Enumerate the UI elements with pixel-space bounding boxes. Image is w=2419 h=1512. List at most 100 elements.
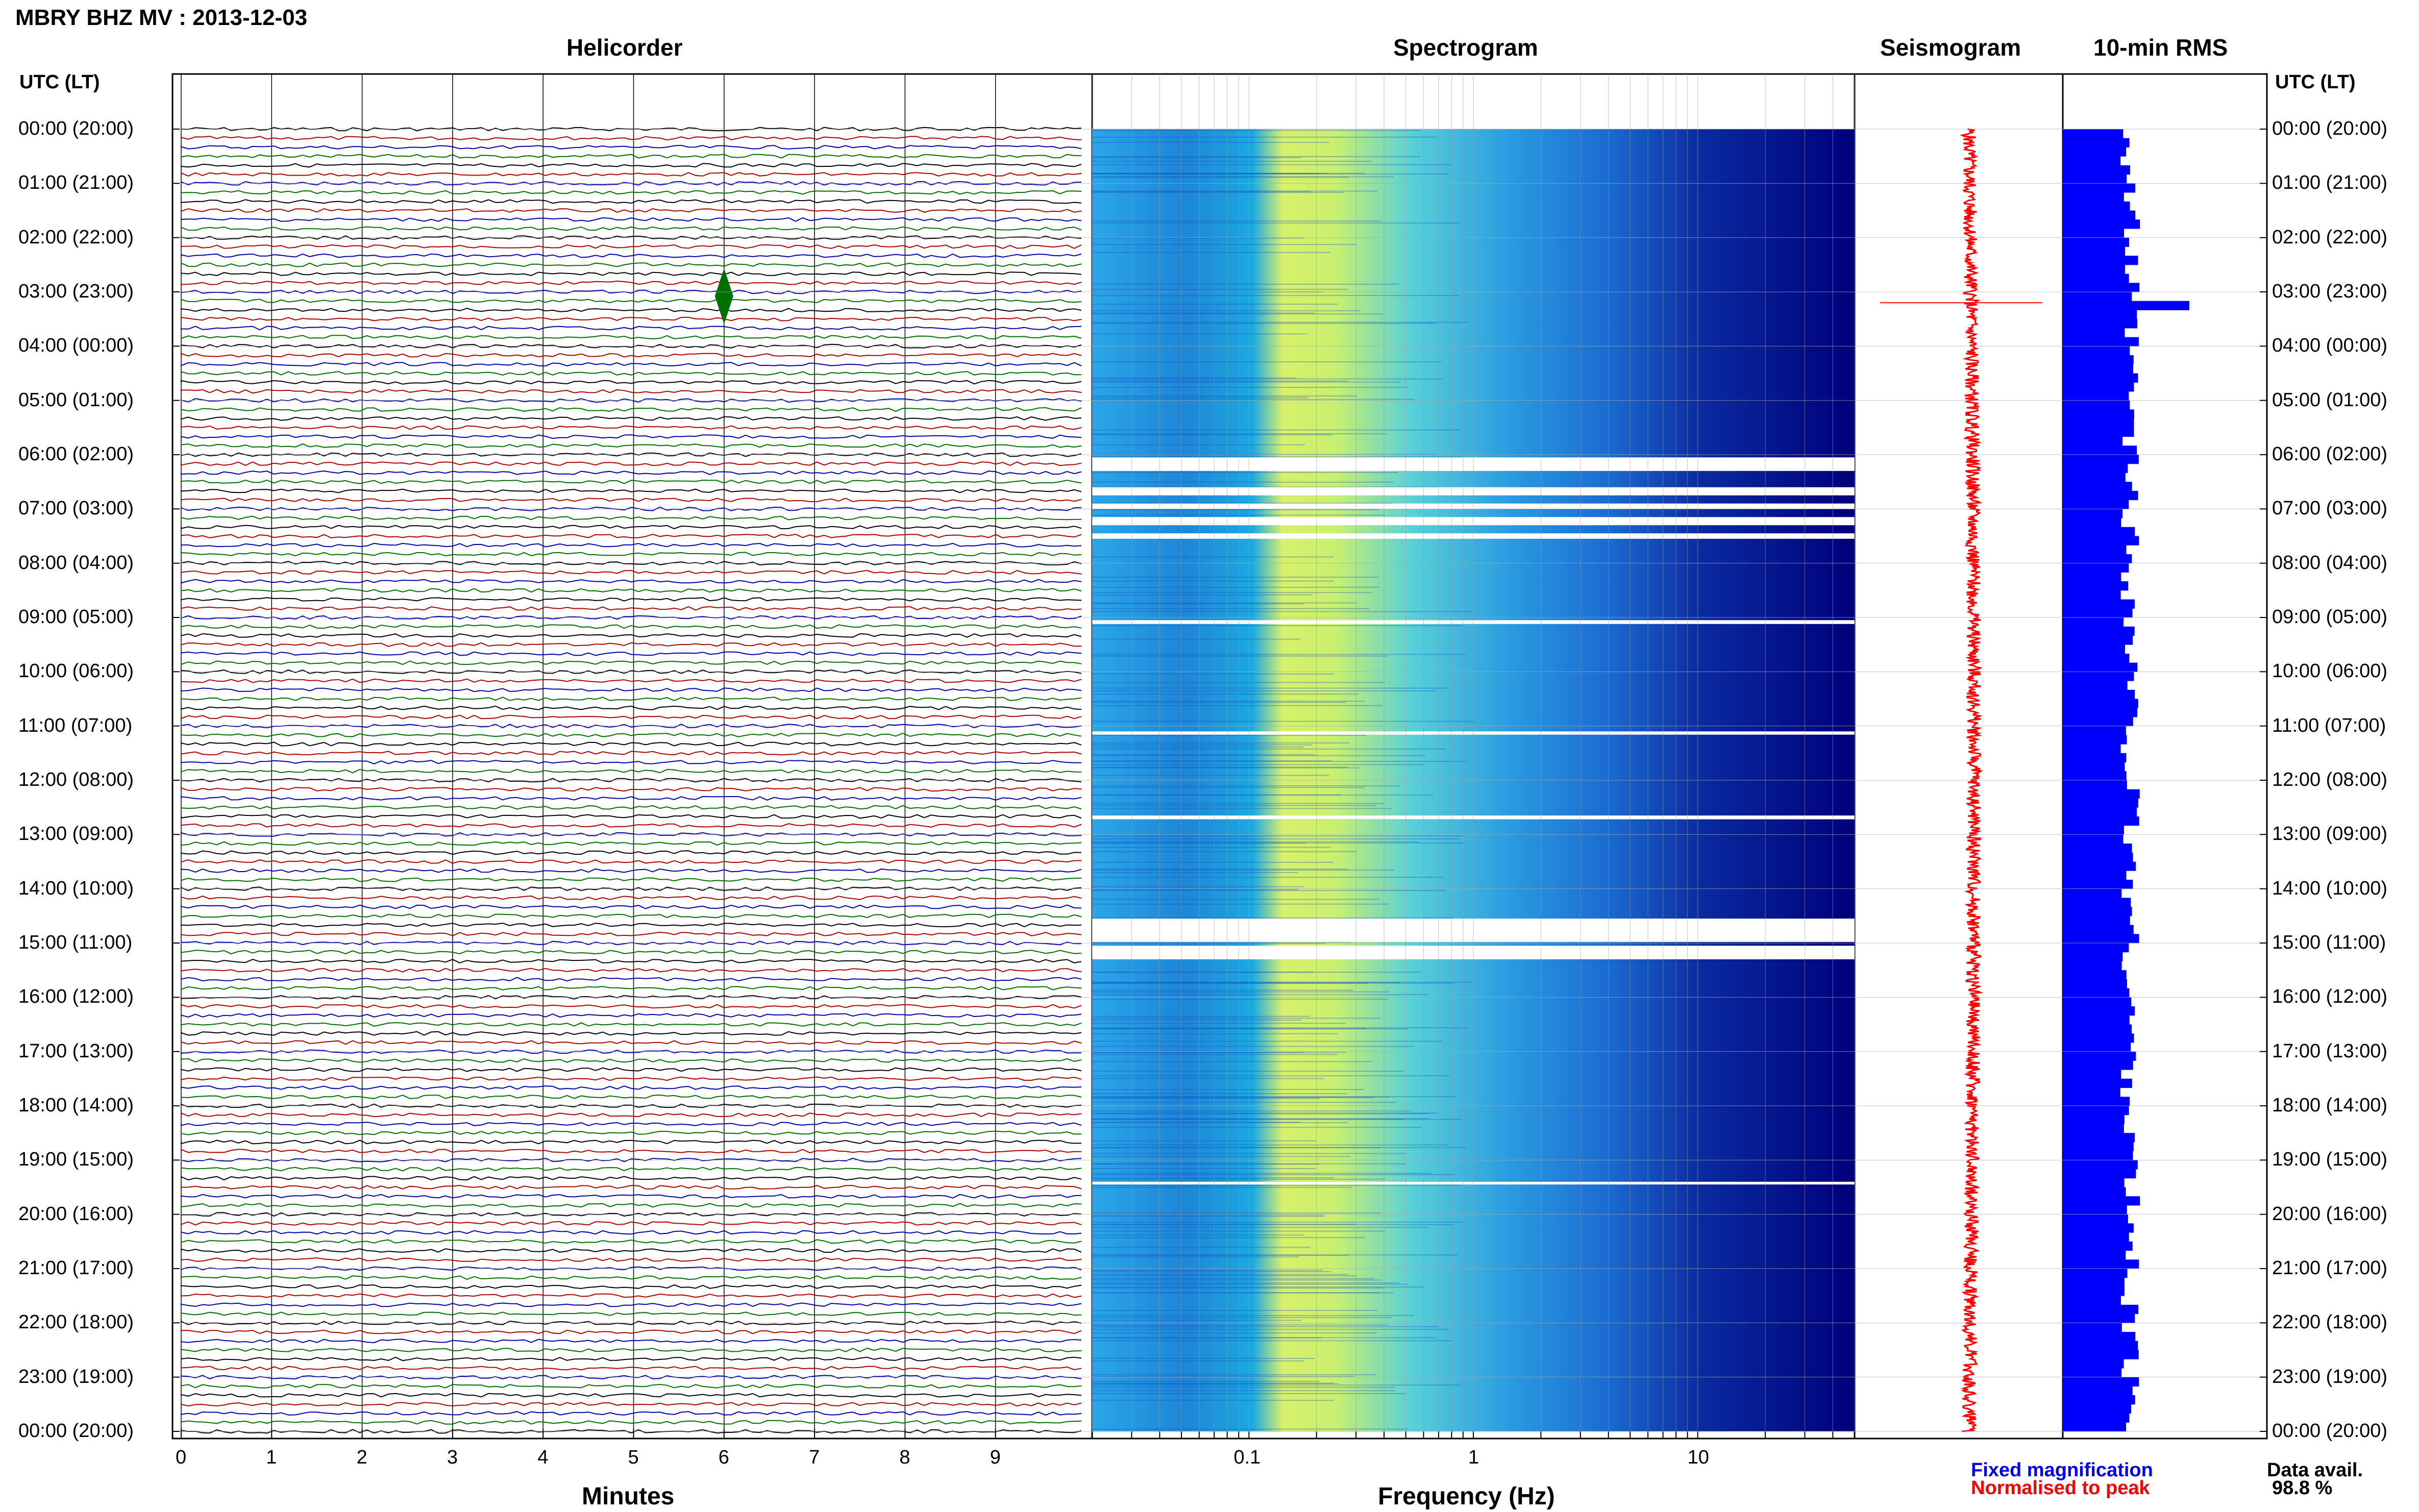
rms-bar [2063, 1304, 2139, 1315]
helicorder-trace [181, 1112, 1082, 1118]
helicorder-trace [181, 1339, 1082, 1344]
helicorder-traces [181, 127, 1082, 1434]
helicorder-trace [181, 299, 1082, 304]
rms-bar [2063, 970, 2127, 980]
time-label-right: 20:00 (16:00) [2272, 1203, 2388, 1225]
rms-bars [2063, 129, 2189, 1432]
rms-bar [2063, 762, 2125, 772]
helicorder-trace [181, 253, 1082, 258]
rms-bar [2063, 825, 2125, 835]
helicorder-trace [181, 823, 1082, 828]
rms-bar [2063, 482, 2132, 491]
helicorder-trace [181, 832, 1082, 837]
rms-bar [2063, 608, 2133, 618]
helicorder-trace [181, 1311, 1082, 1317]
helicorder-trace [181, 1194, 1082, 1199]
rms-bar [2063, 1395, 2135, 1405]
helicorder-trace [181, 805, 1082, 810]
time-label-left: 07:00 (03:00) [18, 498, 134, 519]
helicorder-trace [181, 1329, 1082, 1334]
helicorder-trace [181, 714, 1082, 720]
helicorder-trace [181, 398, 1082, 403]
helicorder-trace [181, 1022, 1082, 1027]
helicorder-trace [181, 443, 1082, 448]
helicorder-trace [181, 217, 1082, 222]
helicorder-trace [181, 1293, 1082, 1298]
time-label-right: 21:00 (17:00) [2272, 1257, 2388, 1279]
rms-bar [2063, 934, 2139, 944]
minute-tick-label: 6 [718, 1447, 729, 1468]
rms-bar [2063, 1223, 2134, 1233]
rms-bar [2063, 364, 2134, 374]
rms-bar [2063, 509, 2122, 518]
time-label-left: 13:00 (09:00) [18, 823, 134, 845]
rms-bar [2063, 1250, 2126, 1260]
rms-bar [2063, 952, 2123, 961]
helicorder-trace [181, 1257, 1082, 1262]
time-label-right: 14:00 (10:00) [2272, 877, 2388, 899]
helicorder-trace [181, 1085, 1082, 1090]
rms-bar [2063, 373, 2138, 383]
rms-bar [2063, 1368, 2122, 1378]
utc-lt-right-label: UTC (LT) [2275, 71, 2356, 93]
time-label-right: 05:00 (01:00) [2272, 389, 2388, 411]
helicorder-trace [181, 1076, 1082, 1081]
rms-bar [2063, 1313, 2135, 1323]
rms-bar [2063, 1323, 2122, 1332]
helicorder-trace [181, 913, 1082, 919]
helicorder-trace [181, 1103, 1082, 1108]
rms-bar [2063, 1187, 2126, 1197]
rms-bar [2063, 1060, 2133, 1070]
rms-bar [2063, 780, 2127, 790]
helicorder-trace [181, 488, 1082, 493]
rms-bar [2063, 961, 2122, 971]
minute-tick-label: 9 [990, 1447, 1001, 1468]
rms-bar [2063, 1097, 2130, 1106]
rms-bar [2063, 590, 2121, 600]
rms-bar [2063, 210, 2136, 220]
rms-bar [2063, 852, 2133, 862]
seismogram-frame [1854, 73, 2064, 1440]
time-label-left: 01:00 (21:00) [18, 172, 134, 194]
frequency-tick-label: 1 [1468, 1447, 1479, 1468]
rms-bar [2063, 581, 2129, 591]
helicorder-trace [181, 154, 1081, 159]
helicorder-trace [181, 452, 1082, 457]
time-label-right: 16:00 (12:00) [2272, 986, 2388, 1008]
helicorder-xlabel: Minutes [582, 1483, 675, 1510]
time-label-left: 09:00 (05:00) [18, 606, 134, 628]
rms-bar [2063, 726, 2126, 735]
minute-tick-label: 3 [447, 1447, 458, 1468]
time-label-left: 02:00 (22:00) [18, 226, 134, 248]
rms-bar [2063, 708, 2138, 717]
time-label-right: 08:00 (04:00) [2272, 552, 2388, 574]
rms-bar [2063, 1205, 2127, 1215]
rms-bar [2063, 925, 2134, 934]
time-label-right: 09:00 (05:00) [2272, 606, 2388, 628]
minute-tick-label: 0 [176, 1447, 187, 1468]
helicorder-trace [181, 1248, 1082, 1253]
helicorder-trace [181, 958, 1082, 963]
helicorder-trace [181, 1284, 1082, 1289]
rms-bar [2063, 463, 2128, 473]
rms-bar [2063, 274, 2129, 283]
helicorder-trace [181, 1130, 1082, 1135]
helicorder-trace [181, 1139, 1082, 1145]
helicorder-trace [181, 732, 1082, 737]
helicorder-trace [181, 796, 1082, 801]
helicorder-trace [181, 1013, 1082, 1018]
time-label-right: 03:00 (23:00) [2272, 281, 2388, 302]
frequency-tick-label: 0.1 [1233, 1447, 1261, 1468]
rms-bar [2063, 283, 2140, 292]
helicorder-trace [181, 370, 1082, 376]
helicorder-trace [181, 498, 1082, 503]
rms-bar [2063, 979, 2127, 989]
helicorder-trace [181, 642, 1082, 647]
helicorder-trace [181, 542, 1082, 548]
time-label-left: 10:00 (06:00) [18, 660, 134, 682]
helicorder-trace [181, 190, 1082, 195]
helicorder-trace [181, 1230, 1082, 1235]
rms-bar [2063, 1169, 2136, 1179]
utc-lt-left-label: UTC (LT) [19, 71, 100, 93]
helicorder-trace [181, 380, 1082, 385]
